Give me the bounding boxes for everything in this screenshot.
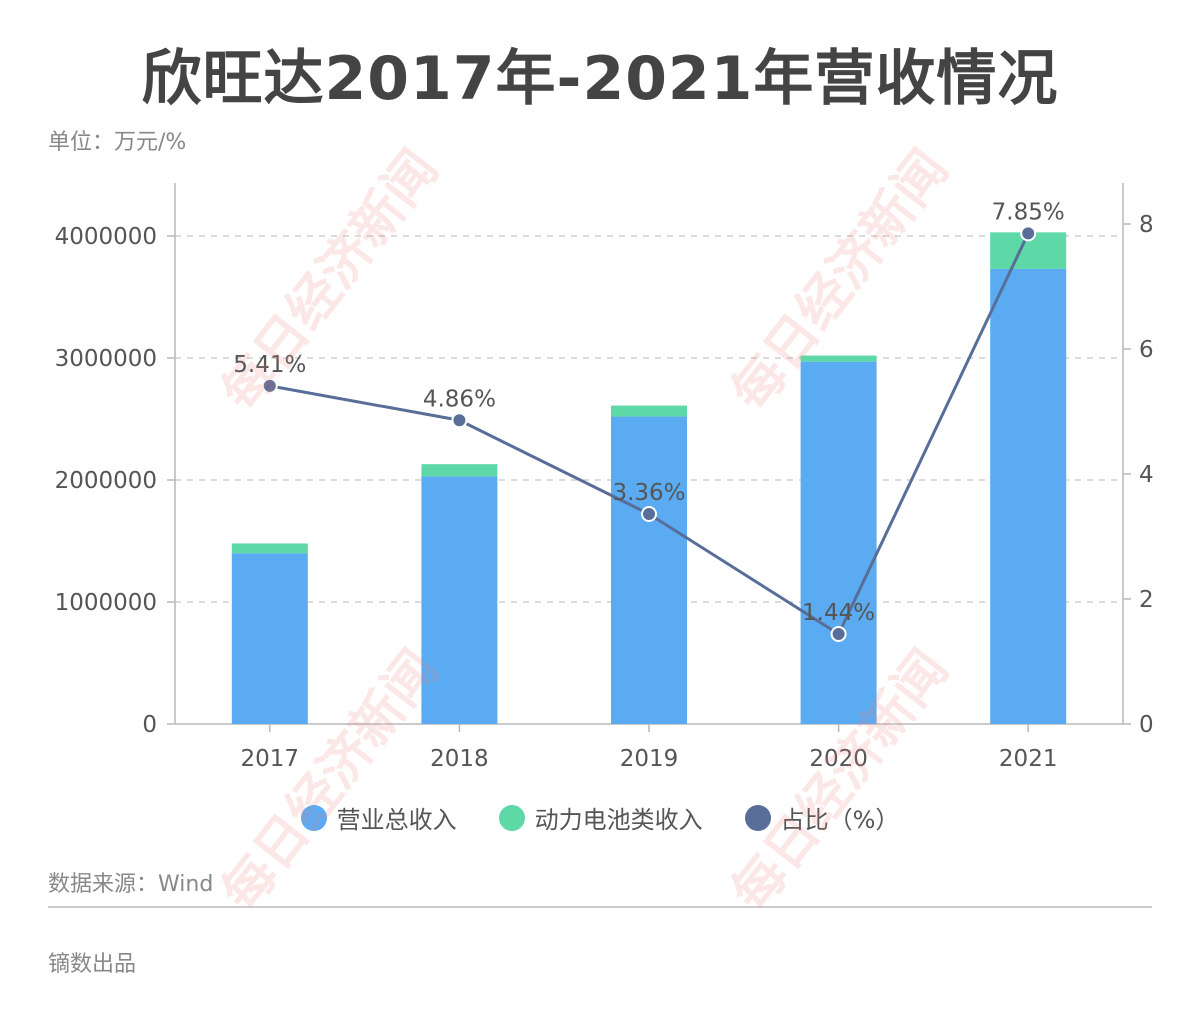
legend-swatch-battery [498,804,525,831]
x-tick-label: 2019 [620,746,679,772]
bar-battery [421,464,498,477]
y-tick-label-right: 0 [1139,712,1154,738]
bar-revenue [800,361,877,724]
y-tick-label-right: 4 [1139,462,1154,488]
y-tick-label-left: 3000000 [55,346,157,372]
x-tick-label: 2017 [241,746,300,772]
point-ratio [830,626,847,642]
unit-label: 单位：万元/% [48,130,187,155]
legend: 营业总收入 动力电池类收入 占比（%） [0,800,1200,835]
legend-item-revenue[interactable]: 营业总收入 [300,800,457,835]
legend-swatch-ratio [744,804,771,831]
y-tick-label-right: 2 [1139,587,1154,613]
x-tick-label: 2021 [999,746,1058,772]
data-label-ratio: 5.41% [233,352,306,378]
point-ratio [1020,225,1037,242]
legend-item-ratio[interactable]: 占比（%） [744,800,900,835]
bar-battery [800,355,877,362]
point-ratio [261,377,278,394]
data-label-ratio: 3.36% [612,480,685,506]
legend-item-battery[interactable]: 动力电池类收入 [498,800,703,835]
y-tick-label-left: 2000000 [55,468,157,494]
y-tick-label-right: 8 [1139,212,1154,238]
y-tick-label-left: 4000000 [55,224,157,250]
y-tick-label-left: 0 [142,712,157,738]
legend-label-battery: 动力电池类收入 [534,806,703,834]
point-ratio [641,506,657,522]
divider [48,906,1152,908]
combo-chart: 0 1000000 2000000 3000000 4000000 0 2 4 6 8 2017 20… [55,183,1154,772]
y-tick-label-left: 1000000 [55,590,157,616]
data-label-ratio: 7.85% [992,199,1065,225]
legend-label-revenue: 营业总收入 [336,806,457,834]
data-label-ratio: 4.86% [423,386,496,412]
bar-revenue [231,553,308,724]
point-ratio [451,412,468,429]
bar-revenue [990,268,1067,724]
bar-revenue [611,416,687,724]
x-tick-label: 2020 [809,746,868,772]
legend-label-ratio: 占比（%） [780,806,900,834]
y-tick-label-right: 6 [1139,337,1154,363]
bar-battery [611,405,687,417]
data-source: 数据来源：Wind [48,872,214,897]
x-tick-label: 2018 [430,746,489,772]
bar-battery [231,543,308,554]
bar-revenue [421,476,498,724]
legend-swatch-revenue [300,804,327,831]
data-label-ratio: 1.44% [802,600,875,626]
producer-credit: 镝数出品 [48,952,137,977]
chart-title: 欣旺达2017年-2021年营收情况 [141,44,1059,114]
